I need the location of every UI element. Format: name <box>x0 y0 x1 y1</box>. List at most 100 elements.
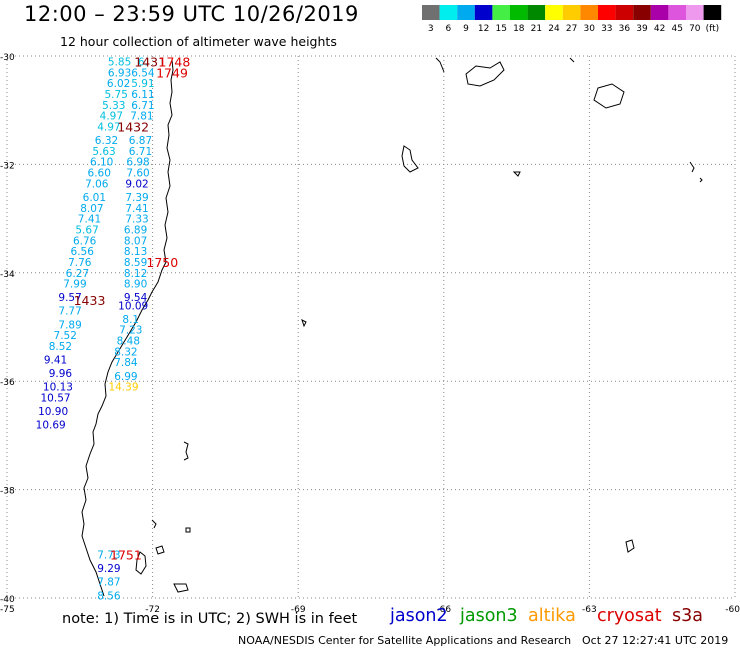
swh-value: 6.71 <box>131 100 154 112</box>
footer-note: note: 1) Time is in UTC; 2) SWH is in fe… <box>62 611 358 627</box>
color-scale-swatch <box>457 5 475 20</box>
swh-value: 6.54 <box>131 67 155 79</box>
color-scale-label: (ft) <box>706 24 720 34</box>
swh-value: 9.54 <box>124 292 148 304</box>
longitude-label: -69 <box>291 605 306 615</box>
color-scale-label: 36 <box>619 24 631 34</box>
pass-time-label: 1748 <box>159 54 191 69</box>
swh-value: 6.32 <box>95 135 118 147</box>
swh-value: 7.77 <box>58 306 81 318</box>
longitude-label: -66 <box>436 605 451 615</box>
color-scale-swatch <box>686 5 704 20</box>
wave-height-values: 5.85 6. 6.93 6.546.02 5.915.75 6.11 5.33 6.71 4.… <box>36 56 155 602</box>
longitude-label: -60 <box>725 605 740 615</box>
swh-value: 10.90 <box>38 406 68 418</box>
pass-time-label: 1433 <box>74 293 106 308</box>
swh-value: 14.39 <box>108 382 138 394</box>
latitude-label: -40 <box>0 595 15 605</box>
color-scale-swatch <box>598 5 616 20</box>
color-scale-swatch <box>545 5 563 20</box>
swh-value: 8.48 <box>117 336 140 348</box>
swh-value: 7.33 <box>125 214 148 226</box>
color-scale-swatch <box>422 5 440 20</box>
swh-value: 6.89 <box>124 224 147 236</box>
river-north-2 <box>569 57 575 63</box>
small-lake-east-2 <box>699 177 703 183</box>
swh-value: 7.73 <box>97 550 120 562</box>
swh-value: 9.29 <box>97 563 120 575</box>
color-scale-label: 9 <box>463 24 469 34</box>
color-scale-label: 12 <box>478 24 489 34</box>
lake-39 <box>151 519 157 529</box>
swh-value: 6.87 <box>129 135 152 147</box>
footer-credit: NOAA/NESDIS Center for Satellite Applica… <box>238 634 572 647</box>
swh-value: 8.56 <box>97 590 121 602</box>
swh-value: 7.99 <box>63 279 86 291</box>
swh-value: 10.13 <box>43 382 73 394</box>
lake-poopo <box>593 83 625 109</box>
swh-value: 8.90 <box>124 279 147 291</box>
swh-value: 7.87 <box>97 577 120 589</box>
swh-value: 6.02 <box>107 78 130 90</box>
swh-value: 5.91 <box>131 78 154 90</box>
swh-value: 10.69 <box>36 420 66 432</box>
color-scale-swatch <box>510 5 528 20</box>
color-scale-swatch <box>633 5 651 20</box>
footer-timestamp: Oct 27 12:27:41 UTC 2019 <box>582 634 729 647</box>
satellite-legend-item: jason3 <box>460 606 518 626</box>
swh-value: 6.11 <box>131 89 154 101</box>
coastline <box>81 57 703 597</box>
swh-value: 7.81 <box>130 111 153 123</box>
color-scale-label: 33 <box>601 24 612 34</box>
swh-value: 7.84 <box>114 357 138 369</box>
color-scale-swatch <box>527 5 546 20</box>
swh-value: 5.75 <box>105 89 128 101</box>
swh-value: 8.12 <box>124 268 147 280</box>
color-scale-label: 3 <box>428 24 434 34</box>
swh-value: 4.97 <box>100 111 123 123</box>
latitude-label: -32 <box>0 161 15 171</box>
pass-time-label: 1432 <box>117 119 149 134</box>
color-scale-label: 45 <box>671 24 682 34</box>
satellite-legend-item: altika <box>528 606 576 626</box>
swh-value: 9.02 <box>125 178 148 190</box>
color-scale-label: 21 <box>531 24 542 34</box>
swh-value: 7.76 <box>68 257 92 269</box>
color-scale-label: 18 <box>513 24 525 34</box>
small-island-south <box>173 583 189 593</box>
longitude-label: -75 <box>0 605 15 615</box>
swh-value: 6.01 <box>83 192 106 204</box>
lake-37 <box>183 441 189 461</box>
map-title: 12:00 – 23:59 UTC 10/26/2019 <box>24 2 359 26</box>
satellite-legend-item: s3a <box>672 606 703 626</box>
color-scale-label: 24 <box>548 24 560 34</box>
small-island-south-2 <box>155 545 165 555</box>
swh-value: 5.67 <box>75 224 98 236</box>
grid-lines <box>6 55 736 599</box>
swh-value: 6.76 <box>73 235 97 247</box>
south-america-coastline <box>81 59 174 597</box>
color-scale-swatch <box>492 5 510 20</box>
swh-value: 7.41 <box>78 214 101 226</box>
satellite-legend-item: cryosat <box>597 606 662 626</box>
latitude-label: -38 <box>0 487 15 497</box>
small-lake-east-32 <box>689 161 695 173</box>
swh-value: 8.1 <box>122 314 139 326</box>
lake-east <box>465 61 505 87</box>
swh-value: 9.41 <box>44 355 67 367</box>
swh-value: 6.71 <box>129 146 152 158</box>
color-scale-label: 42 <box>654 24 665 34</box>
latitude-label: -34 <box>0 270 15 280</box>
swh-value: 7.06 <box>85 178 109 190</box>
pass-time-label: 1749 <box>156 65 188 80</box>
swh-value: 8.13 <box>124 246 147 258</box>
chiloe-island <box>135 551 147 575</box>
swh-value: 6.93 <box>108 67 131 79</box>
lake-mar-chiquita <box>401 145 419 173</box>
color-scale-label: 30 <box>583 24 595 34</box>
swh-value: 6.27 <box>66 268 89 280</box>
swh-value: 5.85 <box>108 56 131 68</box>
swh-value: 8.07 <box>80 203 103 215</box>
river-north <box>435 57 445 73</box>
